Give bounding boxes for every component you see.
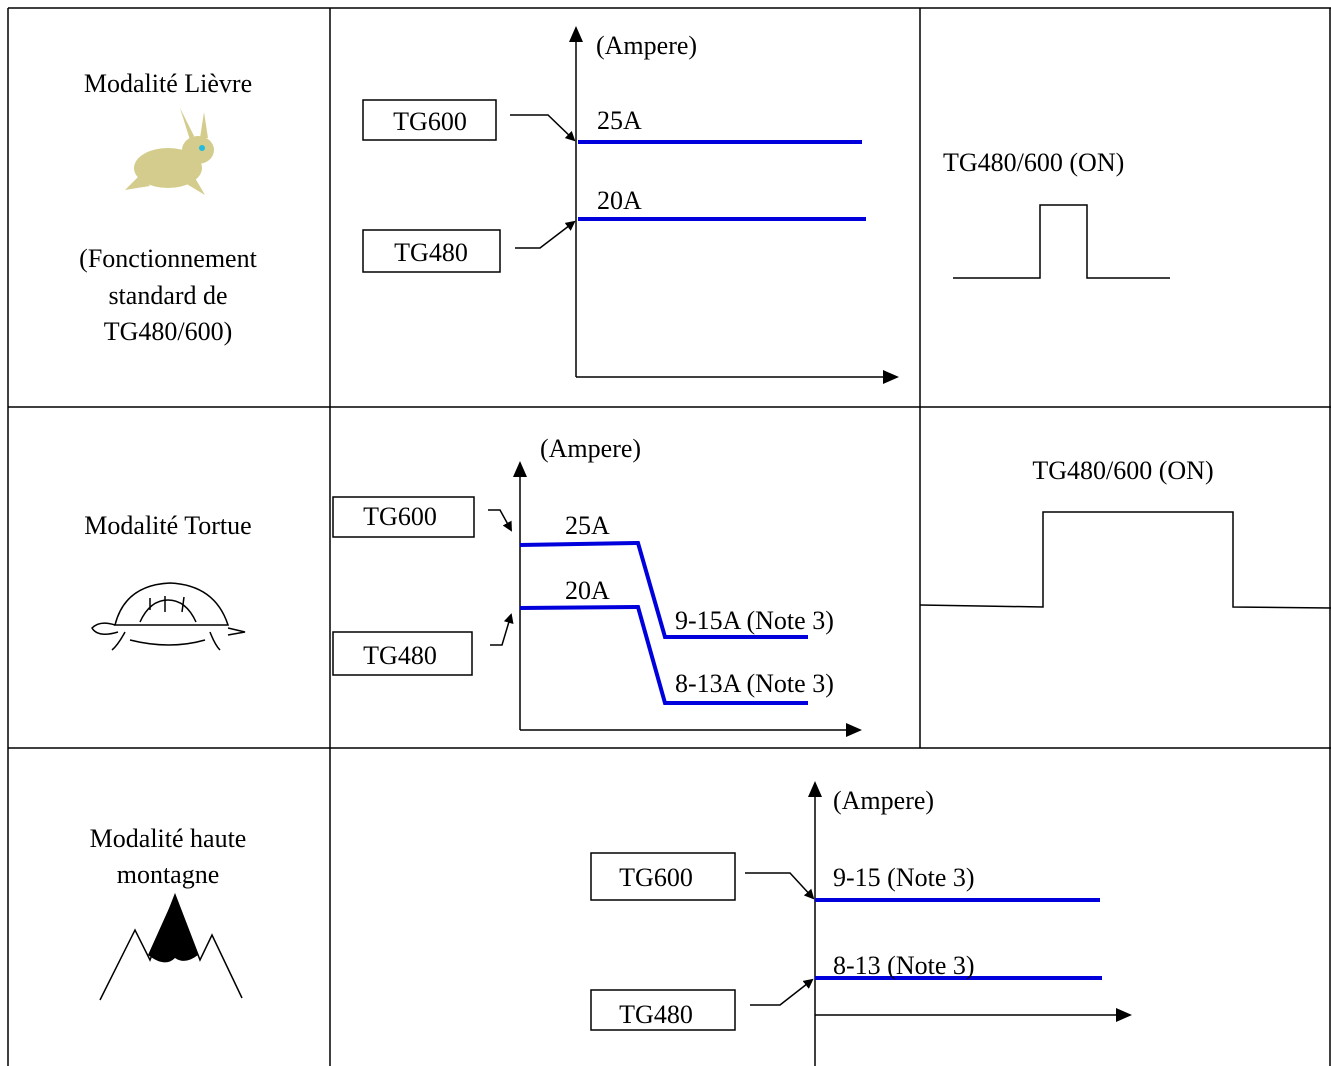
mode-label: Modalité Tortue (84, 511, 251, 540)
level-label: 8-13 (Note 3) (833, 951, 975, 980)
table-grid (7, 7, 1331, 1066)
note-line: TG480/600) (104, 317, 233, 346)
arrow (490, 613, 514, 646)
level-line (519, 604, 808, 705)
mode-label: montagne (117, 860, 220, 889)
level-label: 8-13A (Note 3) (675, 669, 834, 698)
box (332, 496, 475, 538)
mountain-icon (99, 892, 243, 1001)
box (590, 989, 736, 1031)
level-label: 25A (565, 511, 610, 540)
box-label: TG600 (363, 502, 437, 531)
box-label: TG480 (394, 238, 468, 267)
box-label: TG480 (619, 1000, 693, 1029)
box-label: TG480 (363, 641, 437, 670)
arrow (745, 872, 815, 900)
arrow (510, 114, 576, 142)
turtle-icon (91, 582, 246, 651)
level-line (519, 540, 808, 639)
axis-label: (Ampere) (833, 786, 934, 815)
arrow (515, 220, 576, 249)
pulse (919, 511, 1331, 609)
pulse (953, 204, 1170, 279)
box (362, 99, 497, 141)
note-line: standard de (108, 281, 227, 310)
note-line: (Fonctionnement (79, 244, 257, 273)
box (332, 631, 473, 676)
axis-label: (Ampere) (596, 31, 697, 60)
mode-label: Modalité haute (90, 824, 247, 853)
level-label: 20A (565, 576, 610, 605)
box (590, 852, 736, 901)
rabbit-icon (125, 108, 214, 195)
arrow (488, 509, 512, 532)
signal-label: TG480/600 (ON) (943, 148, 1124, 177)
box (362, 229, 501, 273)
level-label: 20A (597, 186, 642, 215)
level-label: 9-15 (Note 3) (833, 863, 975, 892)
axis-label: (Ampere) (540, 434, 641, 463)
level-label: 25A (597, 106, 642, 135)
box-label: TG600 (619, 863, 693, 892)
level-label: 9-15A (Note 3) (675, 606, 834, 635)
box-label: TG600 (393, 107, 467, 136)
mode-label: Modalité Lièvre (84, 69, 252, 98)
signal-label: TG480/600 (ON) (1032, 456, 1213, 485)
arrow (750, 978, 814, 1006)
